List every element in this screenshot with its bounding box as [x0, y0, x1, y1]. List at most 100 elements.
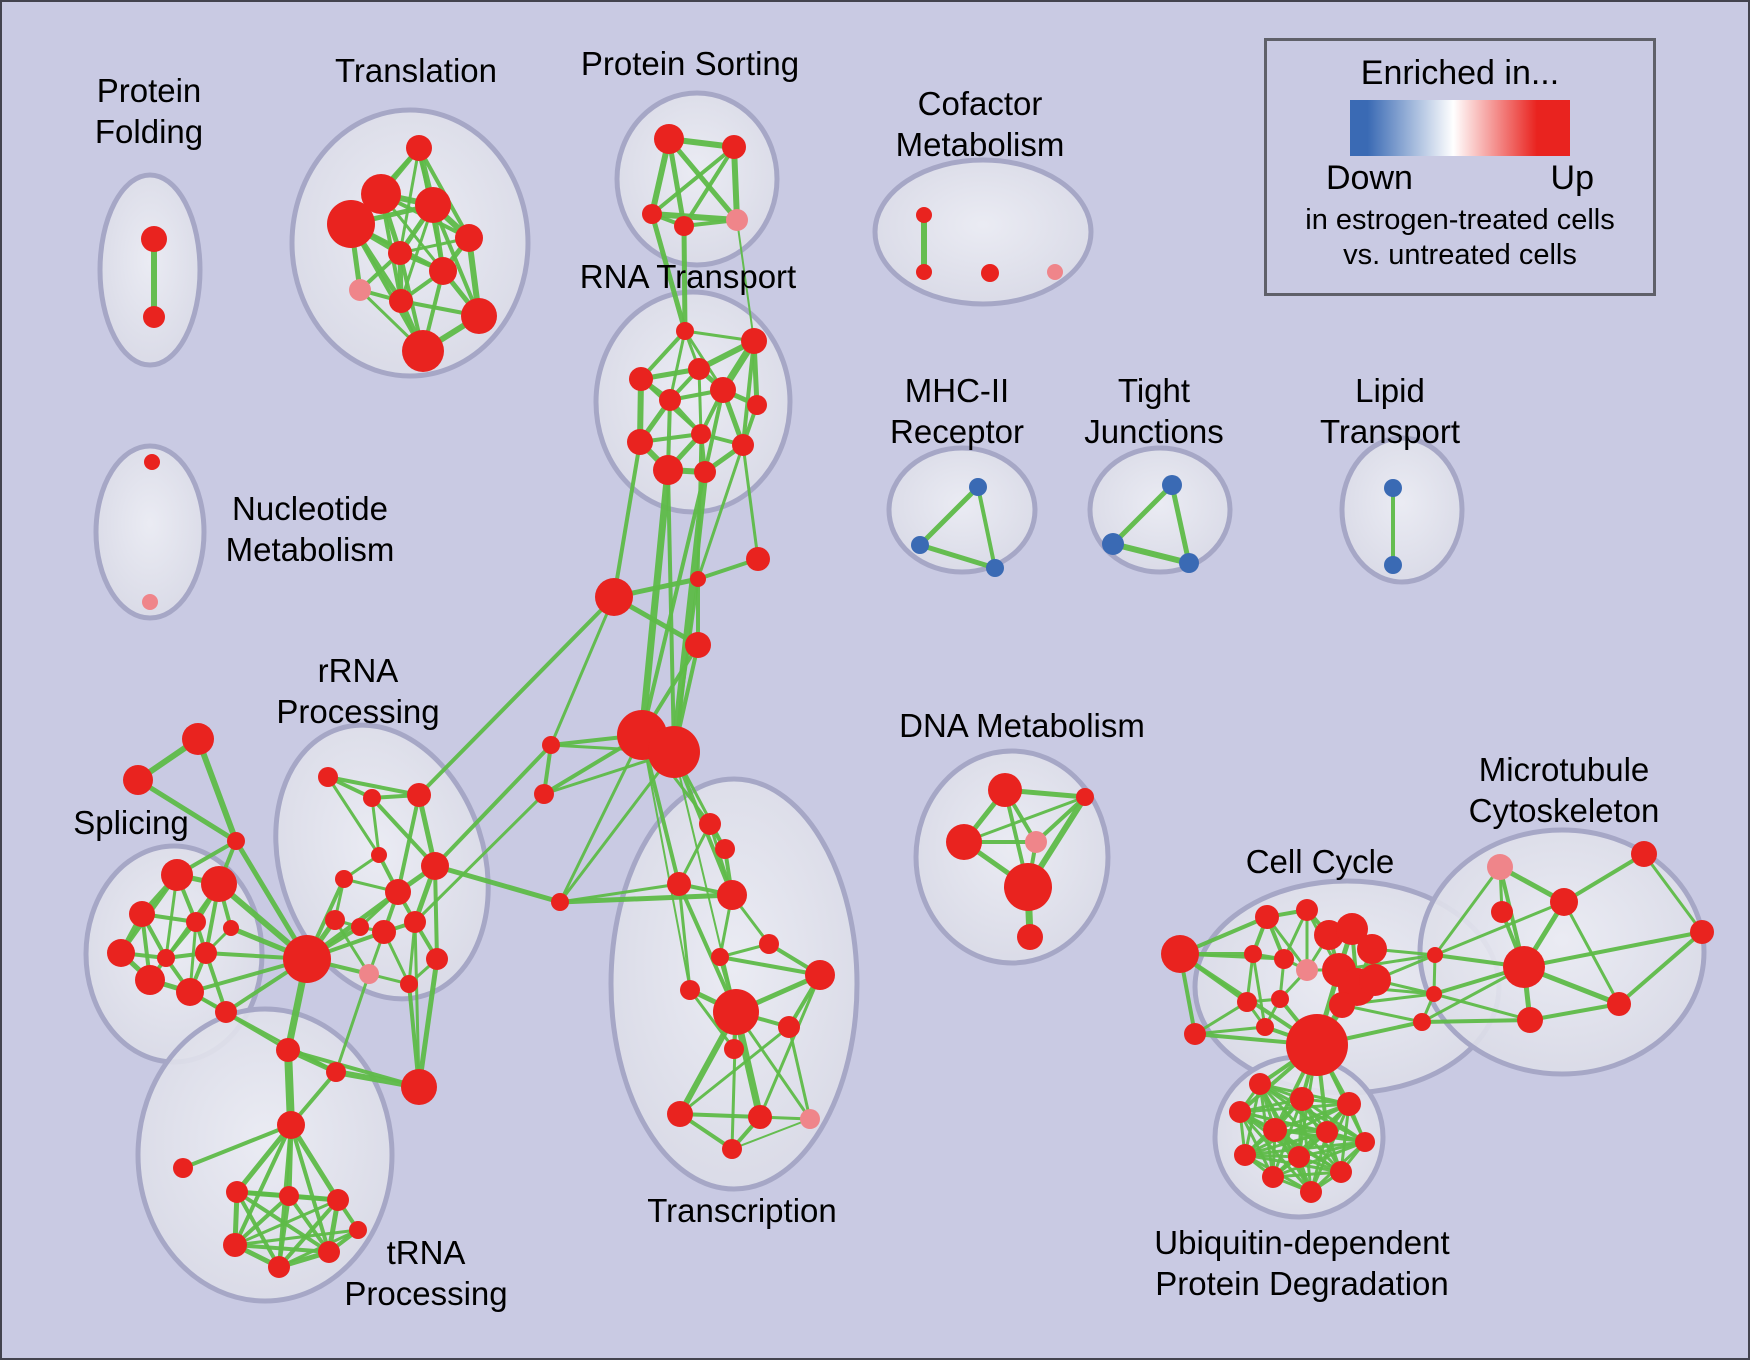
rrna-processing-node-1 — [123, 765, 153, 795]
microtubule-cytoskeleton-edge — [1433, 900, 1566, 957]
trna-processing-node-6 — [279, 1186, 299, 1206]
microtubule-cytoskeleton-node-4 — [1503, 946, 1545, 988]
protein-sorting-node-3 — [674, 216, 694, 236]
mhc-ii-receptor-node-0 — [969, 478, 987, 496]
rrna-processing-node-11 — [351, 918, 369, 936]
transcription-edge — [718, 955, 822, 977]
link-edge — [696, 443, 745, 581]
rrna-processing-edge — [433, 864, 439, 961]
trna-processing-edge — [235, 1190, 281, 1269]
node-layer — [107, 124, 1714, 1278]
link-edge — [433, 743, 553, 868]
microtubule-cytoskeleton-edge — [1433, 865, 1502, 957]
ubiquitin-degradation-edge — [1271, 1140, 1367, 1179]
translation-node-5 — [388, 241, 412, 265]
trna-processing-node-11 — [349, 1221, 367, 1239]
lipid-transport-node-0 — [1384, 479, 1402, 497]
cofactor-metabolism-ellipse — [872, 157, 1094, 307]
rrna-processing-node-10 — [325, 910, 345, 930]
transcription-node-2 — [667, 872, 691, 896]
trna-processing-node-2 — [401, 1069, 437, 1105]
cell-cycle-node-16 — [1184, 1023, 1206, 1045]
cell-cycle-edge — [1193, 1025, 1267, 1036]
translation-node-1 — [361, 174, 401, 214]
cell-cycle-edge — [1251, 952, 1267, 1029]
ubiquitin-degradation-node-8 — [1288, 1146, 1310, 1168]
protein-sorting-label: Protein Sorting — [581, 45, 799, 82]
translation-node-8 — [389, 289, 413, 313]
link-edge — [188, 990, 290, 1052]
nucleotide-metabolism-label: Metabolism — [226, 531, 395, 568]
protein-sorting-edge — [682, 145, 736, 228]
ubiquitin-degradation-node-11 — [1300, 1181, 1322, 1203]
link-edge — [416, 956, 440, 1090]
dna-metabolism-node-2 — [946, 824, 982, 860]
dna-metabolism-node-3 — [1025, 831, 1047, 853]
link-edge — [413, 792, 546, 924]
rna-transport-label: RNA Transport — [580, 258, 796, 295]
cell-cycle-label: Cell Cycle — [1246, 843, 1395, 880]
ubiquitin-degradation-edge — [1273, 1102, 1351, 1132]
dna-metabolism-label: DNA Metabolism — [899, 707, 1145, 744]
cofactor-metabolism-node-2 — [981, 264, 999, 282]
rrna-processing-edge — [195, 736, 239, 844]
transcription-node-4 — [759, 934, 779, 954]
microtubule-cytoskeleton-node-9 — [1426, 986, 1442, 1002]
rrna-processing-edge — [326, 775, 381, 857]
central-node-5 — [648, 726, 700, 778]
ubiquitin-degradation-node-3 — [1229, 1101, 1251, 1123]
splicing-node-7 — [195, 942, 217, 964]
rna-transport-node-0 — [676, 322, 694, 340]
central-node-1 — [746, 547, 770, 571]
transcription-node-8 — [713, 989, 759, 1035]
translation-label: Translation — [335, 52, 497, 89]
microtubule-cytoskeleton-edge — [1420, 1018, 1532, 1024]
link-edge — [741, 443, 760, 561]
microtubule-cytoskeleton-edge — [1432, 992, 1532, 1022]
transcription-edge — [677, 882, 692, 992]
lipid-transport-ellipse — [1339, 435, 1465, 585]
translation-node-7 — [349, 279, 371, 301]
tight-junctions-edge — [1110, 482, 1175, 547]
mhc-ii-receptor-node-1 — [911, 536, 929, 554]
mhc-ii-receptor-node-2 — [986, 559, 1004, 577]
rrna-processing-node-8 — [335, 870, 353, 888]
rna-transport-node-4 — [659, 389, 681, 411]
link-edge — [640, 470, 707, 737]
rna-transport-node-3 — [629, 367, 653, 391]
mhc-ii-receptor-edge — [976, 485, 997, 570]
transcription-node-0 — [699, 813, 721, 835]
microtubule-cytoskeleton-label: Cytoskeleton — [1469, 792, 1660, 829]
rrna-processing-edge — [370, 796, 437, 868]
rrna-processing-edge — [396, 793, 421, 894]
microtubule-cytoskeleton-node-2 — [1550, 888, 1578, 916]
splicing-node-1 — [201, 866, 237, 902]
rrna-processing-node-0 — [182, 723, 214, 755]
cell-cycle-node-11 — [1359, 964, 1391, 996]
rrna-processing-node-16 — [359, 964, 379, 984]
link-edge — [413, 920, 421, 1089]
microtubule-cytoskeleton-node-0 — [1487, 854, 1513, 880]
translation-node-10 — [402, 330, 444, 372]
transcription-node-7 — [680, 980, 700, 1000]
rna-transport-node-6 — [747, 395, 767, 415]
translation-node-9 — [461, 298, 497, 334]
trna-processing-node-5 — [226, 1181, 248, 1203]
lipid-transport-node-1 — [1384, 556, 1402, 574]
legend-gradient-bar — [1350, 100, 1570, 156]
splicing-node-5 — [107, 939, 135, 967]
rrna-processing-node-5 — [407, 783, 431, 807]
link-edge — [1340, 1003, 1424, 1024]
dna-metabolism-node-5 — [1017, 924, 1043, 950]
cofactor-metabolism-node-3 — [1047, 264, 1063, 280]
trna-processing-edge — [289, 1123, 331, 1254]
rrna-processing-label: Processing — [276, 693, 439, 730]
cell-cycle-node-14 — [1256, 1018, 1274, 1036]
link-edge — [334, 972, 371, 1074]
transcription-edge — [787, 1025, 812, 1121]
trna-processing-node-7 — [327, 1189, 349, 1211]
ubiquitin-degradation-label: Ubiquitin-dependent — [1154, 1224, 1449, 1261]
translation-edge — [431, 203, 481, 318]
